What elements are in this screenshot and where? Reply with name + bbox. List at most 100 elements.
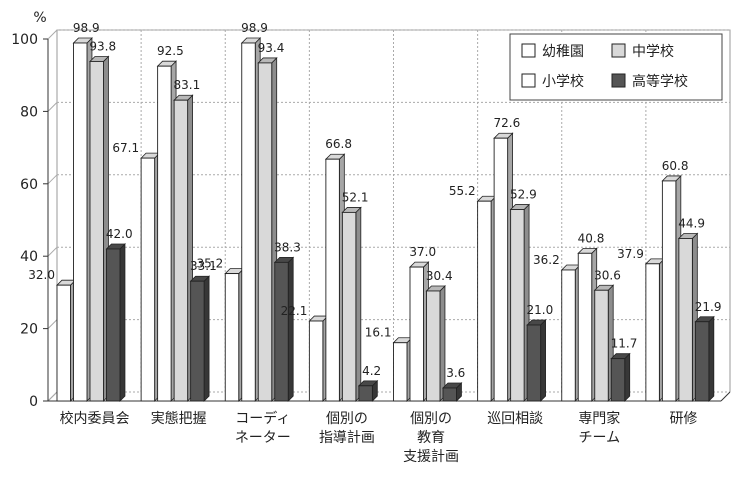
bar-幼稚園	[645, 263, 660, 402]
category-label: 個別の	[410, 411, 452, 427]
bar-中学校	[594, 289, 609, 402]
grid-connector-60	[47, 174, 58, 185]
bar-小学校	[157, 65, 172, 402]
y-tick-label: 20	[20, 322, 38, 338]
bar-幼稚園	[56, 284, 71, 402]
y-tick-label: 40	[20, 249, 38, 265]
data-label: 93.4	[258, 41, 285, 55]
y-tick-label: 0	[29, 394, 38, 410]
category-label: 支援計画	[403, 449, 459, 465]
bar-小学校	[409, 266, 424, 402]
data-label: 42.0	[106, 227, 133, 241]
y-tick-label: 60	[20, 177, 38, 193]
bar-小学校	[241, 42, 256, 402]
bar-小学校	[325, 158, 340, 402]
bar-幼稚園	[393, 342, 408, 402]
bar-高等学校	[694, 321, 710, 402]
bar-幼稚園	[224, 273, 240, 402]
category-label: コーディ	[235, 410, 290, 427]
grid-connector-20	[47, 319, 58, 329]
bar-中学校	[678, 238, 693, 402]
bar-小学校	[577, 252, 593, 402]
data-label: 16.1	[365, 326, 392, 340]
bar-小学校	[73, 42, 88, 402]
data-label: 11.7	[611, 337, 638, 351]
category-label: 校内委員会	[60, 410, 130, 427]
bar-小学校	[493, 137, 509, 402]
legend-swatch	[611, 43, 626, 58]
data-label: 67.1	[112, 141, 139, 155]
grid-connector-40	[47, 246, 58, 257]
data-label: 92.5	[157, 44, 184, 58]
x-axis-depth	[720, 391, 731, 402]
category-label: 研修	[669, 411, 697, 427]
legend-label: 高等学校	[632, 73, 688, 90]
data-label: 21.9	[695, 300, 722, 314]
data-labels: 32.0 98.9 93.8 42.0 67.1 92.5 83.1 33.135.2 98.9…	[28, 21, 721, 380]
data-label: 36.2	[533, 253, 560, 267]
data-label: 38.3	[274, 240, 301, 254]
category-label: 指導計画	[319, 430, 375, 446]
bar-side-高等学校	[624, 352, 631, 402]
bar-side-高等学校	[540, 319, 546, 402]
data-label: 98.9	[73, 21, 100, 35]
bar-side-高等学校	[287, 256, 294, 402]
bar-side-高等学校	[203, 275, 210, 402]
bar-中学校	[341, 211, 357, 402]
grid-connector-80	[47, 102, 58, 112]
category-label: 専門家	[578, 410, 620, 427]
data-label: 55.2	[449, 184, 476, 198]
bar-幼稚園	[308, 320, 324, 402]
bar-中学校	[426, 290, 441, 402]
category-label: 個別の	[326, 411, 368, 427]
category-label: 実態把握	[151, 411, 207, 427]
category-label: チーム	[579, 430, 621, 446]
bar-高等学校	[526, 324, 542, 402]
data-label: 35.2	[197, 257, 224, 271]
bar-side-高等学校	[708, 315, 715, 402]
data-label: 40.8	[578, 231, 605, 245]
data-label: 30.6	[594, 268, 621, 282]
category-label: 教育	[417, 430, 445, 446]
data-label: 66.8	[325, 137, 352, 151]
data-label: 72.6	[494, 116, 521, 130]
data-label: 33.1	[190, 259, 217, 273]
data-label: 98.9	[241, 21, 268, 35]
data-label: 21.0	[527, 303, 554, 317]
data-label: 93.8	[89, 39, 116, 53]
data-label: 60.8	[662, 159, 689, 173]
bar-高等学校	[442, 387, 457, 402]
data-label: 44.9	[678, 217, 705, 231]
bar-中学校	[257, 62, 273, 402]
bar-side-中学校	[355, 206, 362, 402]
data-label: 30.4	[426, 269, 453, 283]
grid-connector-100	[47, 29, 58, 40]
data-label: 52.9	[510, 188, 537, 202]
data-label: 83.1	[174, 78, 201, 92]
bar-幼稚園	[561, 269, 576, 402]
data-label: 52.1	[342, 190, 369, 204]
bar-中学校	[89, 60, 104, 402]
y-tick-label: 80	[20, 104, 38, 120]
legend-label: 小学校	[542, 73, 584, 90]
bar-side-高等学校	[119, 243, 126, 402]
y-axis-unit: %	[33, 10, 46, 26]
bar-side-中学校	[439, 285, 446, 402]
bar-高等学校	[190, 280, 205, 402]
category-label: 巡回相談	[487, 411, 543, 427]
legend-swatch	[521, 73, 536, 88]
bar-高等学校	[274, 261, 289, 402]
bar-中学校	[510, 209, 525, 402]
data-label: 3.6	[446, 366, 465, 380]
data-label: 37.9	[617, 247, 644, 261]
data-label: 4.2	[362, 364, 381, 378]
data-label: 32.0	[28, 268, 55, 282]
y-axis: 0 20 40 60 80 100	[11, 32, 731, 410]
data-label: 37.0	[409, 245, 436, 259]
data-label: 22.1	[281, 304, 308, 318]
grid-connector-0	[47, 391, 58, 402]
bar-高等学校	[358, 385, 373, 402]
